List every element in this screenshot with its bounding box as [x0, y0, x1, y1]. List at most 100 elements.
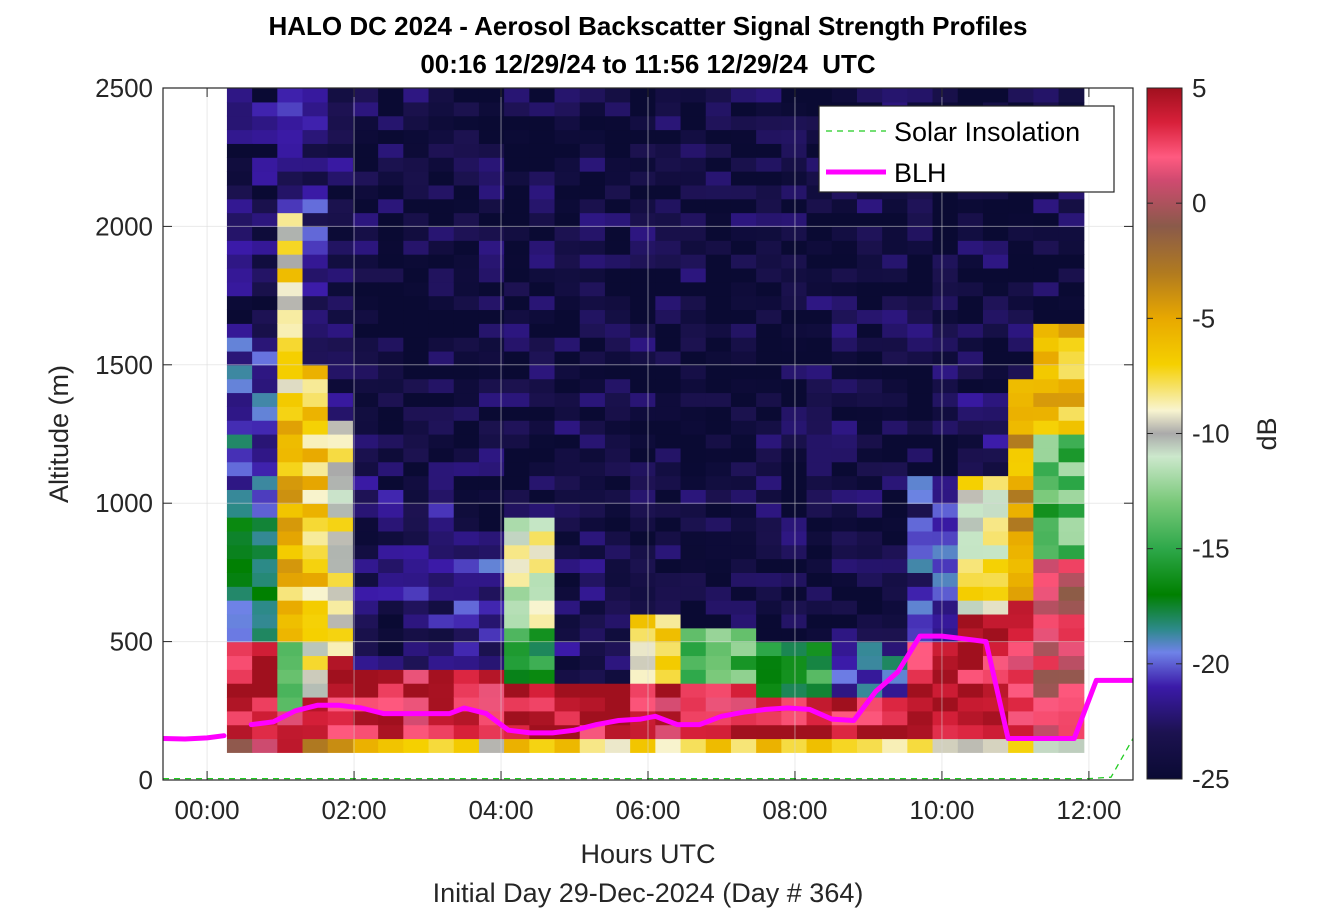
heatmap-cell [932, 240, 959, 255]
heatmap-cell [1058, 613, 1085, 629]
heatmap-cell [882, 503, 908, 518]
heatmap-cell [882, 461, 908, 477]
heatmap-cell [277, 724, 304, 740]
heatmap-cell [302, 738, 329, 753]
heatmap-cell [277, 586, 304, 601]
heatmap-cell [428, 420, 455, 435]
heatmap-cell [302, 226, 329, 241]
heatmap-cell [579, 143, 606, 158]
heatmap-cell [705, 212, 732, 227]
heatmap-cell [756, 143, 782, 158]
heatmap-cell [680, 212, 707, 227]
heatmap-cell [1008, 378, 1034, 394]
heatmap-cell [302, 600, 329, 615]
heatmap-cell [1008, 613, 1034, 629]
heatmap-cell [957, 406, 984, 421]
heatmap-cell [1058, 447, 1085, 463]
heatmap-cell [806, 281, 833, 297]
heatmap-cell [756, 157, 782, 172]
heatmap-cell [932, 323, 959, 338]
heatmap-cell [252, 378, 278, 394]
heatmap-cell [831, 323, 858, 338]
heatmap-cell [680, 198, 707, 214]
heatmap-cell [932, 406, 959, 421]
heatmap-cell [378, 184, 404, 200]
heatmap-cell [907, 669, 934, 684]
heatmap-cell [705, 530, 732, 546]
heatmap-cell [428, 184, 455, 200]
heatmap-cell [705, 461, 732, 477]
heatmap-cell [327, 129, 354, 144]
heatmap-cell [226, 337, 253, 352]
colorbar-tick-label: -25 [1192, 764, 1230, 794]
heatmap-cell [302, 323, 329, 338]
heatmap-cell [1058, 420, 1085, 435]
heatmap-cell [579, 281, 606, 297]
heatmap-cell [882, 364, 908, 380]
heatmap-cell [252, 572, 278, 587]
heatmap-cell [957, 254, 984, 269]
heatmap-cell [428, 281, 455, 297]
heatmap-cell [680, 530, 707, 546]
heatmap-cell [252, 530, 278, 546]
heatmap-cell [781, 88, 808, 103]
heatmap-cell [1033, 212, 1060, 227]
heatmap-cell [529, 406, 556, 421]
heatmap-cell [504, 613, 530, 629]
heatmap-cell [1033, 641, 1060, 657]
heatmap-cell [1008, 696, 1034, 712]
heatmap-cell [680, 696, 707, 712]
heatmap-cell [504, 489, 530, 504]
heatmap-cell [806, 240, 833, 255]
heatmap-cell [730, 295, 757, 311]
heatmap-cell [856, 406, 883, 421]
heatmap-cell [352, 295, 379, 311]
heatmap-cell [453, 88, 480, 103]
heatmap-cell [252, 198, 278, 214]
heatmap-cell [856, 309, 883, 324]
heatmap-cell [1033, 669, 1060, 684]
heatmap-cell [604, 212, 631, 227]
heatmap-cell [352, 198, 379, 214]
heatmap-cell [352, 475, 379, 490]
heatmap-cell [277, 101, 304, 117]
heatmap-cell [277, 600, 304, 615]
heatmap-cell [957, 434, 984, 449]
heatmap-cell [680, 572, 707, 587]
heatmap-cell [352, 641, 379, 657]
heatmap-cell [604, 364, 631, 380]
heatmap-cell [554, 627, 581, 643]
heatmap-cell [882, 240, 908, 255]
heatmap-cell [226, 309, 253, 324]
heatmap-cell [1058, 434, 1085, 449]
y-tick-label: 2500 [95, 73, 153, 103]
heatmap-cell [831, 434, 858, 449]
heatmap-cell [378, 655, 404, 670]
heatmap-cell [781, 572, 808, 587]
heatmap-cell [1058, 586, 1085, 601]
heatmap-cell [403, 669, 430, 684]
heatmap-cell [856, 724, 883, 740]
heatmap-cell [1033, 696, 1060, 712]
heatmap-cell [730, 517, 757, 532]
heatmap-cell [932, 350, 959, 366]
heatmap-cell [403, 434, 430, 449]
heatmap-cell [352, 461, 379, 477]
heatmap-cell [781, 627, 808, 643]
heatmap-cell [1008, 281, 1034, 297]
heatmap-cell [604, 254, 631, 269]
heatmap-cell [655, 350, 682, 366]
heatmap-cell [428, 489, 455, 504]
heatmap-cell [302, 517, 329, 532]
heatmap-cell [428, 392, 455, 407]
heatmap-cell [277, 613, 304, 629]
heatmap-cell [806, 475, 833, 490]
heatmap-cell [302, 198, 329, 214]
heatmap-cell [705, 323, 732, 338]
heatmap-cell [504, 447, 530, 463]
heatmap-cell [428, 544, 455, 560]
heatmap-cell [277, 129, 304, 144]
heatmap-cell [756, 724, 782, 740]
heatmap-cell [504, 171, 530, 186]
